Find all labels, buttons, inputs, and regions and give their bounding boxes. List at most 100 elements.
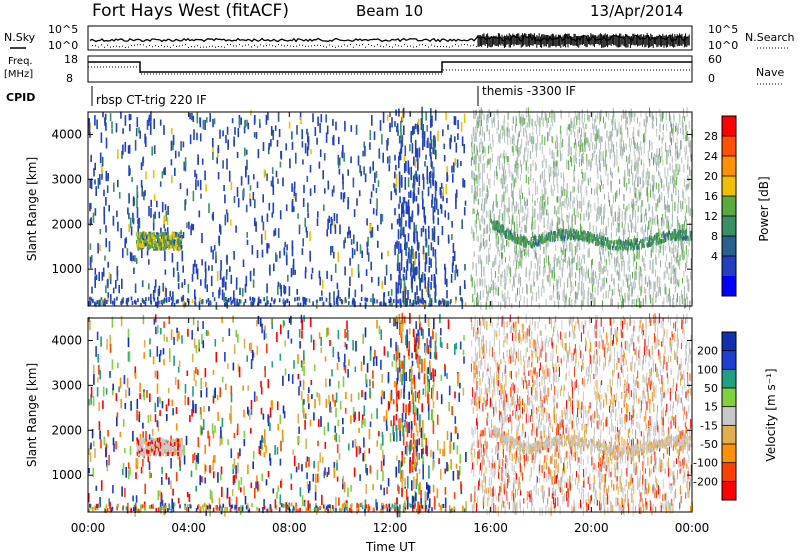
heatmap-cell (557, 206, 559, 215)
heatmap-cell (398, 156, 400, 169)
heatmap-cell (644, 263, 646, 272)
heatmap-cell (271, 212, 274, 218)
heatmap-cell (200, 300, 203, 304)
heatmap-cell (230, 300, 233, 305)
heatmap-cell (673, 115, 675, 122)
heatmap-cell (532, 231, 534, 237)
heatmap-cell (471, 226, 473, 235)
heatmap-cell (616, 216, 618, 223)
heatmap-cell (670, 262, 672, 270)
heatmap-cell (158, 242, 161, 247)
noise-search-dot (317, 44, 318, 46)
heatmap-cell (538, 240, 540, 245)
heatmap-cell (523, 243, 525, 248)
heatmap-cell (101, 156, 104, 167)
heatmap-cell (502, 227, 504, 232)
heatmap-cell (88, 301, 90, 307)
noise-sky-label: N.Sky (4, 31, 36, 44)
heatmap-cell (614, 211, 616, 222)
heatmap-cell (463, 207, 466, 216)
heatmap-cell (151, 238, 153, 243)
heatmap-cell (343, 240, 345, 249)
heatmap-cell (653, 180, 655, 186)
heatmap-cell (650, 249, 652, 258)
heatmap-cell (636, 170, 638, 179)
heatmap-cell (417, 296, 419, 304)
heatmap-cell (144, 242, 147, 247)
noise-search-dot (287, 44, 288, 46)
heatmap-cell (556, 196, 558, 203)
heatmap-cell (670, 277, 672, 284)
heatmap-cell (94, 162, 96, 171)
heatmap-cell (192, 267, 195, 274)
heatmap-cell (463, 179, 466, 188)
heatmap-cell (523, 296, 525, 305)
heatmap-cell (647, 150, 649, 160)
heatmap-cell (446, 172, 448, 182)
heatmap-cell (139, 130, 141, 139)
heatmap-cell (516, 215, 518, 222)
heatmap-cell (519, 160, 521, 168)
heatmap-cell (614, 121, 616, 132)
heatmap-cell (173, 302, 176, 307)
heatmap-cell (212, 147, 214, 155)
heatmap-cell (391, 302, 393, 307)
heatmap-cell (398, 218, 401, 227)
heatmap-cell (505, 277, 507, 286)
heatmap-cell (144, 133, 146, 144)
heatmap-cell (572, 229, 575, 234)
heatmap-cell (154, 285, 156, 293)
heatmap-cell (472, 228, 474, 239)
heatmap-cell (523, 235, 525, 240)
heatmap-cell (131, 176, 133, 183)
heatmap-cell (309, 250, 311, 262)
heatmap-cell (506, 235, 508, 240)
heatmap-cell (183, 278, 186, 286)
heatmap-cell (535, 235, 537, 240)
heatmap-cell (583, 173, 585, 182)
heatmap-cell (452, 173, 454, 183)
heatmap-cell (175, 423, 178, 431)
heatmap-cell (422, 142, 424, 151)
heatmap-cell (662, 159, 664, 166)
heatmap-cell (137, 218, 139, 225)
heatmap-cell (297, 302, 299, 307)
heatmap-cell (147, 236, 150, 241)
heatmap-cell (595, 143, 597, 149)
heatmap-cell (317, 460, 320, 472)
heatmap-cell (557, 300, 559, 308)
noise-search-dot (359, 44, 360, 46)
heatmap-cell (410, 249, 413, 257)
heatmap-cell (217, 172, 220, 180)
frequency-line (88, 61, 692, 73)
heatmap-cell (408, 191, 410, 198)
heatmap-cell (497, 228, 499, 233)
heatmap-cell (676, 172, 678, 180)
heatmap-cell (557, 229, 559, 234)
heatmap-cell (482, 130, 484, 137)
heatmap-cell (590, 161, 591, 172)
heatmap-cell (352, 177, 355, 188)
noise-search-dot (473, 44, 474, 46)
heatmap-cell (523, 127, 525, 137)
heatmap-cell (620, 239, 622, 244)
heatmap-cell (652, 185, 654, 192)
noise-search-dot (419, 44, 420, 46)
heatmap-cell (476, 297, 477, 306)
heatmap-cell (399, 148, 402, 161)
heatmap-cell (607, 245, 610, 250)
heatmap-cell (568, 272, 570, 279)
heatmap-cell (305, 266, 307, 273)
heatmap-cell (616, 270, 618, 276)
heatmap-cell (523, 249, 525, 257)
heatmap-cell (512, 138, 513, 144)
heatmap-cell (178, 243, 180, 247)
heatmap-cell (100, 132, 103, 143)
heatmap-cell (520, 241, 522, 246)
heatmap-cell (618, 215, 620, 224)
heatmap-cell (492, 139, 494, 148)
heatmap-cell (618, 121, 620, 131)
heatmap-cell (682, 116, 683, 124)
heatmap-cell (205, 299, 208, 304)
